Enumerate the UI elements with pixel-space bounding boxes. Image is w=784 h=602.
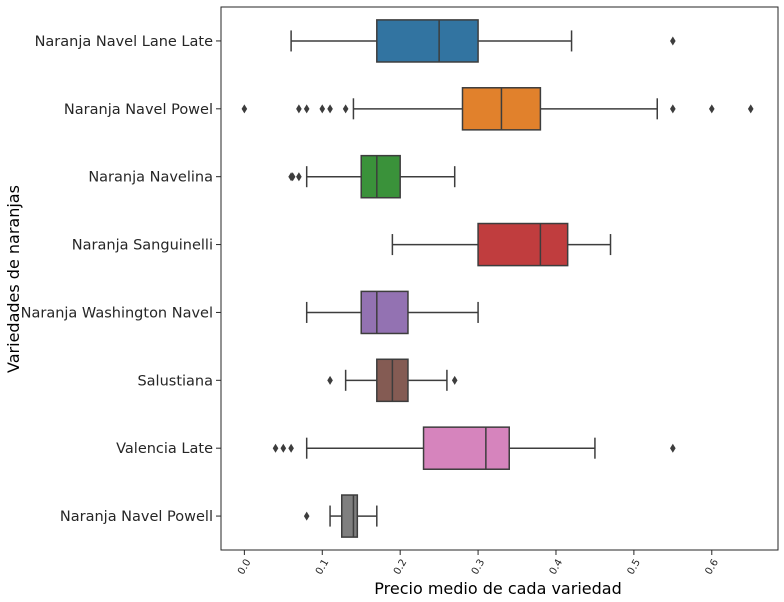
- outlier-point: [708, 104, 715, 114]
- y-tick-label: Naranja Navelina: [88, 170, 213, 186]
- box-group: [241, 87, 754, 131]
- y-tick-label: Naranja Navel Lane Late: [35, 34, 213, 50]
- outlier-point: [342, 104, 349, 114]
- outlier-point: [327, 375, 333, 385]
- box: [360, 290, 409, 335]
- x-tick-label: 0.2: [392, 558, 409, 577]
- box-group: [290, 19, 676, 63]
- y-tick-label: Naranja Washington Navel: [21, 305, 213, 321]
- y-tick-labels: Naranja Navel Lane Late Naranja Navel Pow…: [21, 34, 221, 525]
- outlier-point: [296, 104, 302, 114]
- outlier-point: [303, 511, 310, 521]
- x-axis-title: Precio medio de cada variedad: [374, 579, 621, 598]
- y-tick-label: Valencia Late: [116, 441, 213, 457]
- box: [477, 222, 569, 267]
- y-tick-label: Naranja Navel Powell: [60, 509, 213, 525]
- outlier-point: [303, 104, 310, 114]
- outlier-point: [670, 36, 676, 46]
- outlier-point: [670, 104, 676, 114]
- outlier-point: [327, 104, 333, 114]
- box-group: [327, 358, 458, 403]
- box: [360, 154, 401, 199]
- box-group: [391, 222, 612, 267]
- plot-layer: [241, 19, 754, 538]
- y-tick-label: Naranja Navel Powel: [64, 102, 213, 118]
- box: [422, 426, 510, 470]
- x-tick-label: 0.5: [626, 558, 643, 577]
- y-tick-label: Salustiana: [137, 373, 213, 389]
- x-tick-label: 0.6: [703, 558, 720, 577]
- x-tick-labels: 0.0 0.1 0.2 0.3 0.4 0.5 0.6: [236, 550, 721, 577]
- outlier-point: [451, 375, 458, 385]
- plot-frame: [220, 6, 779, 551]
- outlier-point: [296, 172, 302, 182]
- box-group: [305, 290, 479, 335]
- box-group: [288, 154, 456, 199]
- box-group: [272, 426, 676, 470]
- x-tick-label: 0.3: [470, 558, 487, 577]
- x-tick-label: 0.4: [548, 558, 565, 577]
- box: [376, 19, 479, 63]
- outlier-point: [670, 443, 676, 453]
- outlier-point: [272, 443, 279, 453]
- outlier-point: [747, 104, 754, 114]
- y-tick-label: Naranja Sanguinelli: [72, 238, 213, 254]
- x-tick-label: 0.0: [236, 558, 253, 577]
- y-axis-title: Variedades de naranjas: [4, 185, 23, 373]
- outlier-point: [289, 172, 296, 182]
- outlier-point: [280, 443, 287, 453]
- outlier-point: [288, 443, 294, 453]
- outlier-point: [241, 104, 248, 114]
- box-group: [303, 494, 378, 538]
- box: [340, 494, 359, 538]
- outlier-point: [319, 104, 326, 114]
- x-tick-label: 0.1: [314, 558, 331, 577]
